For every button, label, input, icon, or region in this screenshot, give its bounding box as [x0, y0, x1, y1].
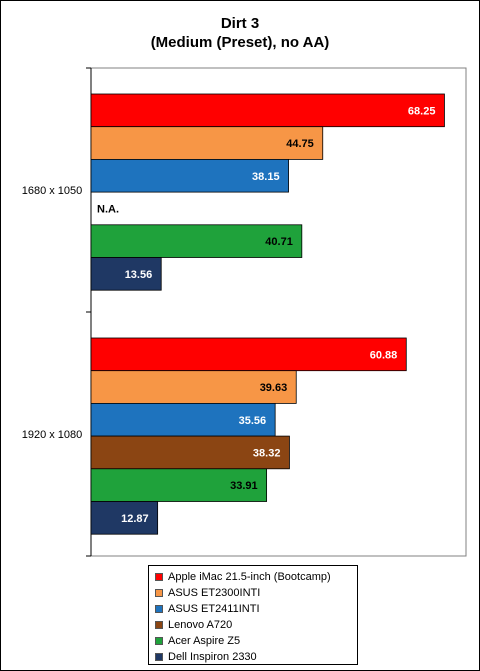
legend-swatch	[155, 589, 163, 597]
legend-label: ASUS ET2300INTI	[168, 587, 261, 599]
data-label: 38.32	[253, 447, 281, 459]
legend-swatch	[155, 573, 163, 581]
legend-swatch	[155, 621, 163, 629]
legend-label: Apple iMac 21.5-inch (Bootcamp)	[168, 571, 331, 583]
legend-label: Lenovo A720	[168, 619, 233, 631]
legend-swatch	[155, 653, 163, 661]
bar-dell-inspiron-2330-1680-x-1050	[90, 257, 162, 291]
legend-item-asus-et2300inti: ASUS ET2300INTI	[155, 585, 357, 601]
bar-apple-imac-21-5-inch-bootcamp-1680-x-1050	[90, 93, 445, 128]
legend-item-apple-imac-21-5-inch-bootcamp: Apple iMac 21.5-inch (Bootcamp)	[155, 569, 357, 585]
data-label: 33.91	[230, 480, 258, 492]
bar-lenovo-a720-1920-x-1080	[90, 435, 290, 470]
data-label: 38.15	[252, 171, 280, 183]
data-label: 60.88	[370, 349, 398, 361]
legend-label: Dell Inspiron 2330	[168, 651, 257, 663]
legend-item-lenovo-a720: Lenovo A720	[155, 617, 357, 633]
legend-item-acer-aspire-z5: Acer Aspire Z5	[155, 633, 357, 649]
chart-title: Dirt 3 (Medium (Preset), no AA)	[0, 14, 480, 52]
data-label: 12.87	[121, 513, 149, 525]
bar-asus-et2300inti-1920-x-1080	[90, 370, 297, 404]
data-label: 68.25	[408, 105, 436, 117]
data-label: 13.56	[125, 269, 153, 281]
legend-swatch	[155, 605, 163, 613]
bar-acer-aspire-z5-1920-x-1080	[90, 468, 268, 502]
bar-apple-imac-21-5-inch-bootcamp-1920-x-1080	[90, 337, 407, 372]
legend-item-asus-et2411inti: ASUS ET2411INTI	[155, 601, 357, 617]
legend-swatch	[155, 637, 163, 645]
category-label-1920-x-1080: 1920 x 1080	[22, 429, 83, 441]
na-label: N.A.	[97, 203, 119, 215]
data-label: 39.63	[260, 382, 288, 394]
chart-title-line2: (Medium (Preset), no AA)	[150, 34, 330, 51]
bar-asus-et2411inti-1920-x-1080	[90, 402, 276, 437]
legend-label: ASUS ET2411INTI	[168, 603, 260, 615]
data-label: 44.75	[286, 138, 314, 150]
bar-acer-aspire-z5-1680-x-1050	[90, 224, 303, 258]
category-label-1680-x-1050: 1680 x 1050	[22, 185, 83, 197]
chart-title-line1: Dirt 3	[220, 15, 260, 32]
bar-dell-inspiron-2330-1920-x-1080	[90, 501, 159, 535]
legend-item-dell-inspiron-2330: Dell Inspiron 2330	[155, 649, 357, 665]
chart-legend: Apple iMac 21.5-inch (Bootcamp) ASUS ET23…	[148, 565, 358, 665]
data-label: 40.71	[265, 236, 293, 248]
data-label: 35.56	[239, 415, 267, 427]
legend-label: Acer Aspire Z5	[168, 635, 241, 647]
bar-asus-et2300inti-1680-x-1050	[90, 126, 324, 160]
bar-asus-et2411inti-1680-x-1050	[90, 158, 289, 193]
